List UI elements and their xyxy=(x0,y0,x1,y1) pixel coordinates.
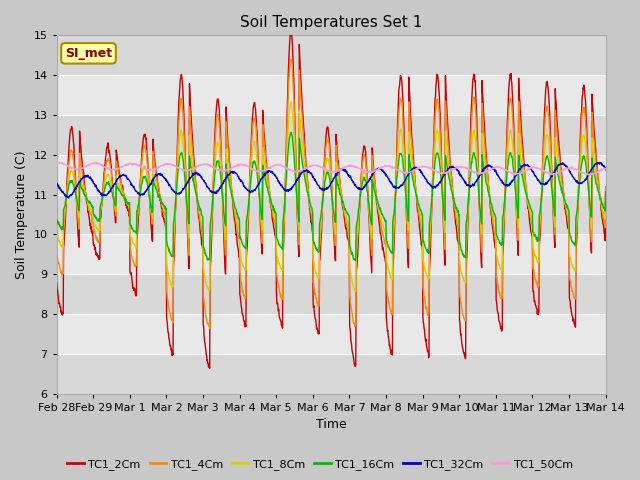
TC1_50Cm xyxy=(537,168,545,173)
TC1_2Cm xyxy=(175,100,182,106)
TC1_4Cm xyxy=(53,252,61,258)
TC1_32Cm xyxy=(65,195,72,201)
TC1_4Cm xyxy=(489,216,497,222)
TC1_16Cm xyxy=(53,218,61,224)
TC1_4Cm xyxy=(417,224,425,229)
TC1_50Cm xyxy=(162,161,170,167)
TC1_8Cm xyxy=(53,230,61,236)
TC1_50Cm xyxy=(237,162,244,168)
TC1_16Cm xyxy=(489,207,497,213)
TC1_4Cm xyxy=(287,56,295,62)
TC1_50Cm xyxy=(602,166,609,172)
Line: TC1_4Cm: TC1_4Cm xyxy=(57,59,605,328)
TC1_2Cm xyxy=(417,238,425,244)
Bar xyxy=(57,235,605,275)
TC1_2Cm xyxy=(161,223,169,228)
TC1_16Cm xyxy=(175,161,182,167)
TC1_4Cm xyxy=(206,325,214,331)
TC1_50Cm xyxy=(586,172,594,178)
TC1_50Cm xyxy=(417,164,424,170)
Bar xyxy=(57,75,605,115)
TC1_4Cm xyxy=(237,276,244,282)
TC1_32Cm xyxy=(417,168,424,174)
TC1_4Cm xyxy=(161,212,169,218)
Y-axis label: Soil Temperature (C): Soil Temperature (C) xyxy=(15,150,28,279)
Bar xyxy=(57,275,605,314)
Text: SI_met: SI_met xyxy=(65,47,112,60)
Bar xyxy=(57,115,605,155)
Bar xyxy=(57,354,605,394)
TC1_4Cm xyxy=(602,184,609,190)
TC1_4Cm xyxy=(175,120,182,126)
TC1_32Cm xyxy=(595,160,603,166)
TC1_32Cm xyxy=(488,166,496,172)
TC1_8Cm xyxy=(161,208,169,214)
TC1_2Cm xyxy=(489,226,497,231)
TC1_16Cm xyxy=(351,258,359,264)
TC1_16Cm xyxy=(287,130,295,135)
TC1_8Cm xyxy=(236,252,244,258)
TC1_16Cm xyxy=(538,197,545,203)
Bar xyxy=(57,155,605,195)
Bar xyxy=(57,195,605,235)
Line: TC1_16Cm: TC1_16Cm xyxy=(57,132,605,261)
TC1_2Cm xyxy=(53,280,61,286)
TC1_32Cm xyxy=(537,181,545,187)
TC1_2Cm xyxy=(237,298,244,303)
TC1_8Cm xyxy=(352,288,360,294)
TC1_2Cm xyxy=(538,205,545,211)
TC1_2Cm xyxy=(287,27,295,33)
Bar xyxy=(57,36,605,75)
TC1_8Cm xyxy=(417,215,425,221)
TC1_16Cm xyxy=(236,234,244,240)
TC1_50Cm xyxy=(53,161,61,167)
TC1_8Cm xyxy=(489,210,497,216)
TC1_2Cm xyxy=(602,184,609,190)
TC1_50Cm xyxy=(175,166,183,172)
TC1_8Cm xyxy=(175,144,182,150)
TC1_4Cm xyxy=(538,202,545,207)
TC1_50Cm xyxy=(488,166,496,171)
Line: TC1_32Cm: TC1_32Cm xyxy=(57,163,605,198)
TC1_8Cm xyxy=(287,99,295,105)
TC1_16Cm xyxy=(417,207,425,213)
Line: TC1_50Cm: TC1_50Cm xyxy=(57,162,605,175)
TC1_32Cm xyxy=(602,167,609,172)
Bar xyxy=(57,314,605,354)
TC1_50Cm xyxy=(56,159,63,165)
TC1_8Cm xyxy=(538,201,545,206)
TC1_2Cm xyxy=(206,365,214,371)
X-axis label: Time: Time xyxy=(316,419,346,432)
TC1_8Cm xyxy=(602,188,609,194)
TC1_16Cm xyxy=(161,204,169,210)
TC1_32Cm xyxy=(162,178,170,183)
Line: TC1_2Cm: TC1_2Cm xyxy=(57,30,605,368)
Legend: TC1_2Cm, TC1_4Cm, TC1_8Cm, TC1_16Cm, TC1_32Cm, TC1_50Cm: TC1_2Cm, TC1_4Cm, TC1_8Cm, TC1_16Cm, TC1… xyxy=(63,455,577,474)
Title: Soil Temperatures Set 1: Soil Temperatures Set 1 xyxy=(240,15,422,30)
TC1_32Cm xyxy=(237,179,244,184)
TC1_16Cm xyxy=(602,189,609,195)
TC1_32Cm xyxy=(175,191,183,197)
TC1_32Cm xyxy=(53,181,61,187)
Line: TC1_8Cm: TC1_8Cm xyxy=(57,102,605,291)
